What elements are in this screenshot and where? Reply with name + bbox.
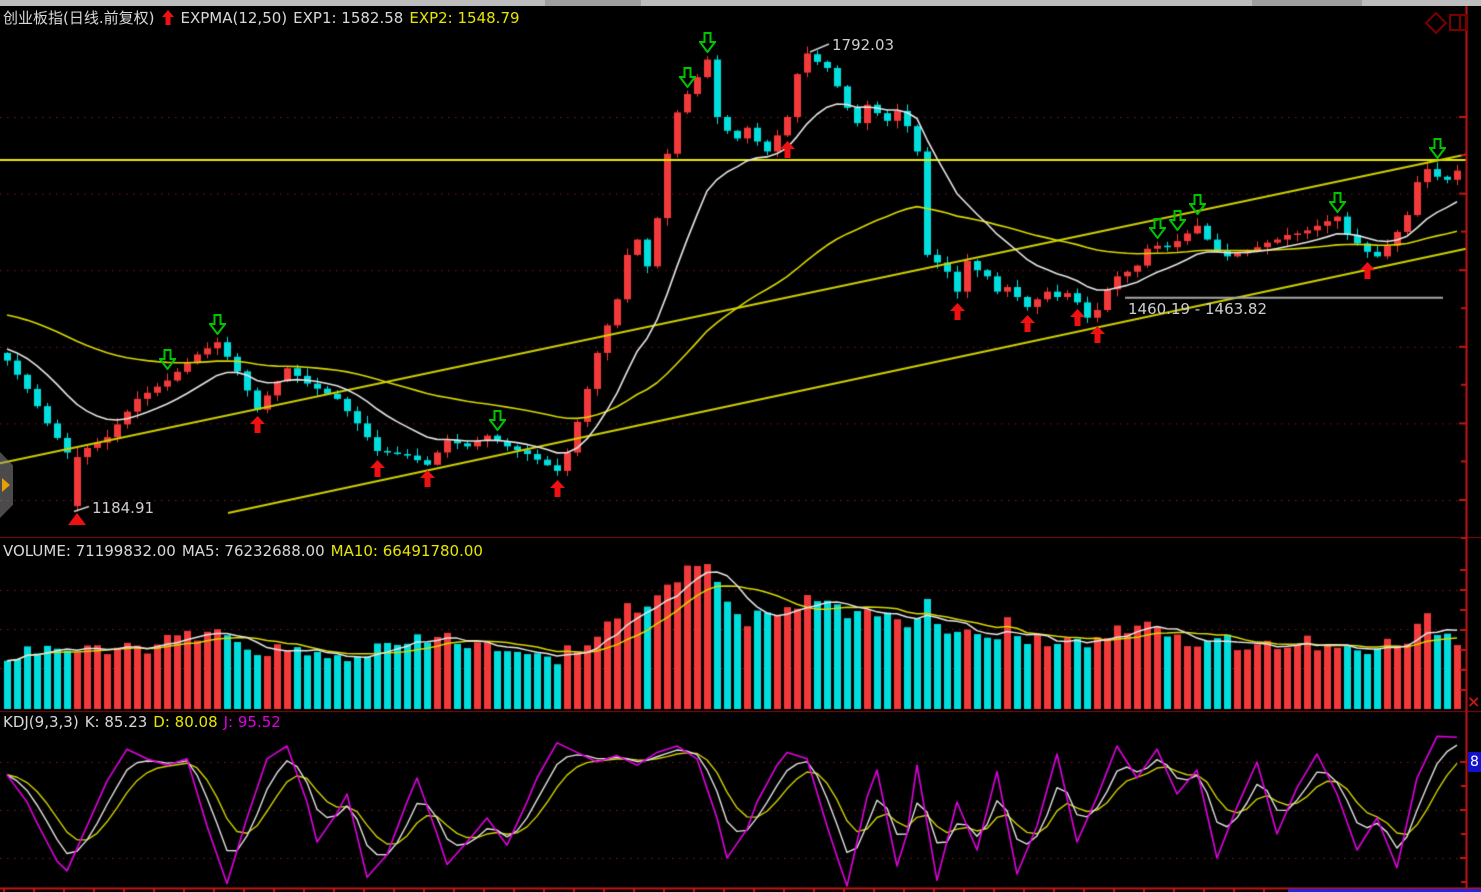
kdj-j-value: J: 95.52 <box>223 712 281 731</box>
volume-ma10-value: MA10: 66491780.00 <box>330 541 483 560</box>
high-price-annotation: 1792.03 <box>832 36 895 54</box>
sell-arrow-icon <box>1168 210 1187 232</box>
buy-arrow-icon <box>1070 308 1085 326</box>
gap-range-annotation: 1460.19 - 1463.82 <box>1128 300 1268 318</box>
price-pane-header: 创业板指(日线.前复权) EXPMA(12,50) EXP1: 1582.58 … <box>3 7 526 28</box>
kdj-d-value: D: 80.08 <box>153 712 218 731</box>
sell-arrow-icon <box>1328 191 1347 214</box>
volume-value[interactable]: VOLUME: 71199832.00 <box>3 541 176 560</box>
window-titlebar[interactable] <box>0 0 1481 6</box>
expand-arrow-icon <box>2 478 10 492</box>
sell-arrow-icon <box>208 313 227 336</box>
sell-arrow-icon <box>1428 138 1447 161</box>
sell-arrow-icon <box>1188 194 1207 216</box>
volume-pane-header: VOLUME: 71199832.00 MA5: 76232688.00 MA1… <box>3 540 489 561</box>
instrument-title: 创业板指(日线.前复权) <box>3 9 155 27</box>
up-arrow-icon <box>162 10 175 25</box>
exp1-value: EXP1: 1582.58 <box>293 8 404 27</box>
exp2-value: EXP2: 1548.79 <box>409 8 520 27</box>
low-triangle-icon <box>68 512 86 525</box>
volume-ma5-value: MA5: 76232688.00 <box>181 541 325 560</box>
left-panel-expander[interactable] <box>0 452 13 518</box>
low-price-annotation: 1184.91 <box>92 499 155 517</box>
buy-arrow-icon <box>550 479 565 497</box>
sell-arrow-icon <box>678 66 697 89</box>
buy-arrow-icon <box>250 416 265 434</box>
titlebar-notch <box>545 0 641 6</box>
sell-arrow-icon <box>158 349 177 372</box>
buy-arrow-icon <box>420 470 435 488</box>
indicator-name[interactable]: EXPMA(12,50) <box>180 8 288 27</box>
buy-arrow-icon <box>950 302 965 320</box>
sell-arrow-icon <box>488 410 507 432</box>
h-scrollbar-thumb[interactable] <box>1288 889 1481 892</box>
sell-arrow-icon <box>698 32 717 54</box>
sell-arrow-icon <box>1148 217 1167 240</box>
kdj-indicator-name[interactable]: KDJ(9,3,3) <box>3 712 79 731</box>
kdj-pane-header: KDJ(9,3,3) K: 85.23 D: 80.08 J: 95.52 <box>3 711 287 732</box>
axis-scale-badge: 8 <box>1468 752 1481 772</box>
kdj-k-value: K: 85.23 <box>84 712 148 731</box>
buy-arrow-icon <box>370 459 385 477</box>
pane-close-icon[interactable]: × <box>1467 692 1481 711</box>
titlebar-notch <box>1252 0 1362 6</box>
window-panes-icon[interactable] <box>1449 14 1467 31</box>
buy-arrow-icon <box>1020 314 1035 332</box>
buy-arrow-icon <box>1360 261 1375 279</box>
buy-arrow-icon <box>1090 326 1105 344</box>
buy-arrow-icon <box>780 141 795 158</box>
